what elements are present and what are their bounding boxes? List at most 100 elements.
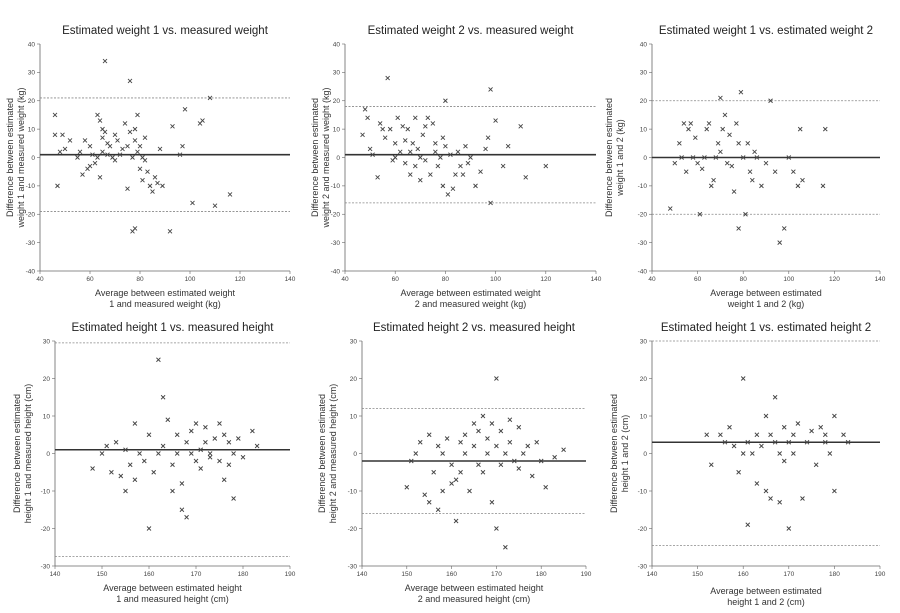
x-axis-label: Average between estimated height 2 and me…: [405, 583, 544, 604]
data-point: [102, 129, 108, 135]
chart-panel-5: Estimated height 2 vs. measured height -3…: [317, 322, 592, 604]
data-point: [480, 413, 486, 419]
data-point: [686, 126, 691, 132]
data-point: [800, 177, 805, 183]
y-tick-label: 0: [31, 155, 35, 162]
x-tick-label: 190: [875, 571, 886, 578]
data-point: [95, 155, 100, 160]
data-point: [465, 160, 471, 166]
chart-panel-1: Estimated weight 1 vs. measured weight -4…: [5, 25, 296, 309]
data-point: [488, 87, 493, 92]
data-point: [743, 211, 748, 217]
data-point: [740, 155, 746, 160]
data-point: [100, 149, 105, 155]
data-point: [745, 439, 751, 445]
data-point: [435, 507, 441, 513]
data-point: [151, 469, 157, 475]
chart-panel-4: Estimated height 1 vs. measured height -3…: [12, 322, 296, 604]
data-point: [523, 175, 529, 180]
data-point: [448, 152, 453, 157]
data-point: [453, 477, 459, 483]
y-tick-label: -20: [348, 526, 358, 533]
data-point: [754, 432, 760, 438]
data-point: [485, 135, 491, 140]
data-point: [404, 484, 410, 490]
data-point: [87, 163, 93, 169]
data-point: [672, 160, 678, 166]
data-point: [512, 458, 517, 464]
data-point: [795, 421, 801, 426]
data-point: [184, 514, 189, 520]
data-point: [494, 376, 499, 381]
data-point: [489, 421, 495, 426]
data-point: [498, 428, 504, 434]
x-tick-label: 170: [491, 571, 502, 578]
data-point: [127, 129, 133, 135]
data-point: [207, 454, 213, 460]
y-axis-label: Difference between estimatedweight 2 and…: [310, 87, 331, 228]
data-point: [408, 458, 414, 464]
data-point: [781, 458, 787, 464]
data-point: [494, 526, 499, 531]
data-point: [184, 439, 189, 445]
x-tick-label: 80: [740, 276, 748, 283]
y-tick-label: 10: [640, 126, 648, 133]
data-point: [449, 462, 454, 468]
x-axis-label: Average between estimated weight 2 and me…: [401, 288, 541, 309]
chart-title: Estimated weight 1 vs. measured weight: [62, 25, 269, 37]
x-tick-label: 170: [191, 571, 202, 578]
data-point: [137, 451, 142, 456]
y-tick-label: -30: [348, 563, 358, 570]
chart-title: Estimated height 1 vs. estimated height …: [661, 322, 871, 334]
data-point: [123, 447, 128, 453]
y-tick-label: -10: [331, 183, 341, 190]
data-point: [160, 443, 166, 449]
y-tick-label: -30: [26, 240, 36, 247]
y-tick-label: -10: [41, 488, 51, 495]
data-point: [444, 436, 450, 441]
data-point: [791, 169, 796, 175]
y-tick-label: 30: [28, 70, 36, 77]
data-point: [786, 439, 792, 445]
data-point: [458, 163, 463, 169]
data-point: [190, 200, 195, 206]
data-point: [212, 203, 218, 209]
x-axis-label: Average between estimated weight 1 and 2 …: [710, 288, 821, 309]
data-point: [170, 462, 175, 468]
data-point: [772, 169, 778, 175]
y-tick-label: 30: [333, 70, 341, 77]
data-point: [75, 155, 80, 160]
data-point: [745, 140, 751, 146]
data-point: [57, 149, 63, 155]
data-point: [417, 439, 423, 445]
x-tick-label: 120: [829, 276, 840, 283]
data-point: [832, 413, 837, 419]
data-point: [420, 132, 426, 138]
y-tick-label: -10: [26, 183, 36, 190]
data-point: [708, 183, 714, 189]
y-tick-label: 20: [43, 376, 51, 383]
data-point: [212, 436, 218, 441]
data-point: [67, 138, 73, 143]
data-point: [813, 462, 819, 468]
data-point: [422, 492, 428, 498]
data-point: [160, 183, 165, 189]
data-point: [820, 183, 826, 189]
data-point: [167, 228, 173, 234]
chart-panel-6: Estimated height 1 vs. estimated height …: [609, 322, 886, 607]
data-point: [809, 428, 814, 434]
data-point: [845, 439, 851, 445]
data-point: [125, 186, 130, 192]
data-point: [493, 118, 498, 123]
x-tick-label: 40: [341, 276, 349, 283]
data-point: [483, 146, 488, 152]
x-tick-label: 160: [446, 571, 457, 578]
data-point: [731, 443, 737, 449]
data-point: [435, 443, 441, 449]
data-point: [706, 121, 712, 126]
data-point: [250, 428, 255, 434]
data-point: [231, 451, 236, 456]
x-axis-label: Average between estimated weight 1 and me…: [95, 288, 235, 309]
data-point: [772, 439, 778, 445]
data-point: [724, 160, 730, 166]
